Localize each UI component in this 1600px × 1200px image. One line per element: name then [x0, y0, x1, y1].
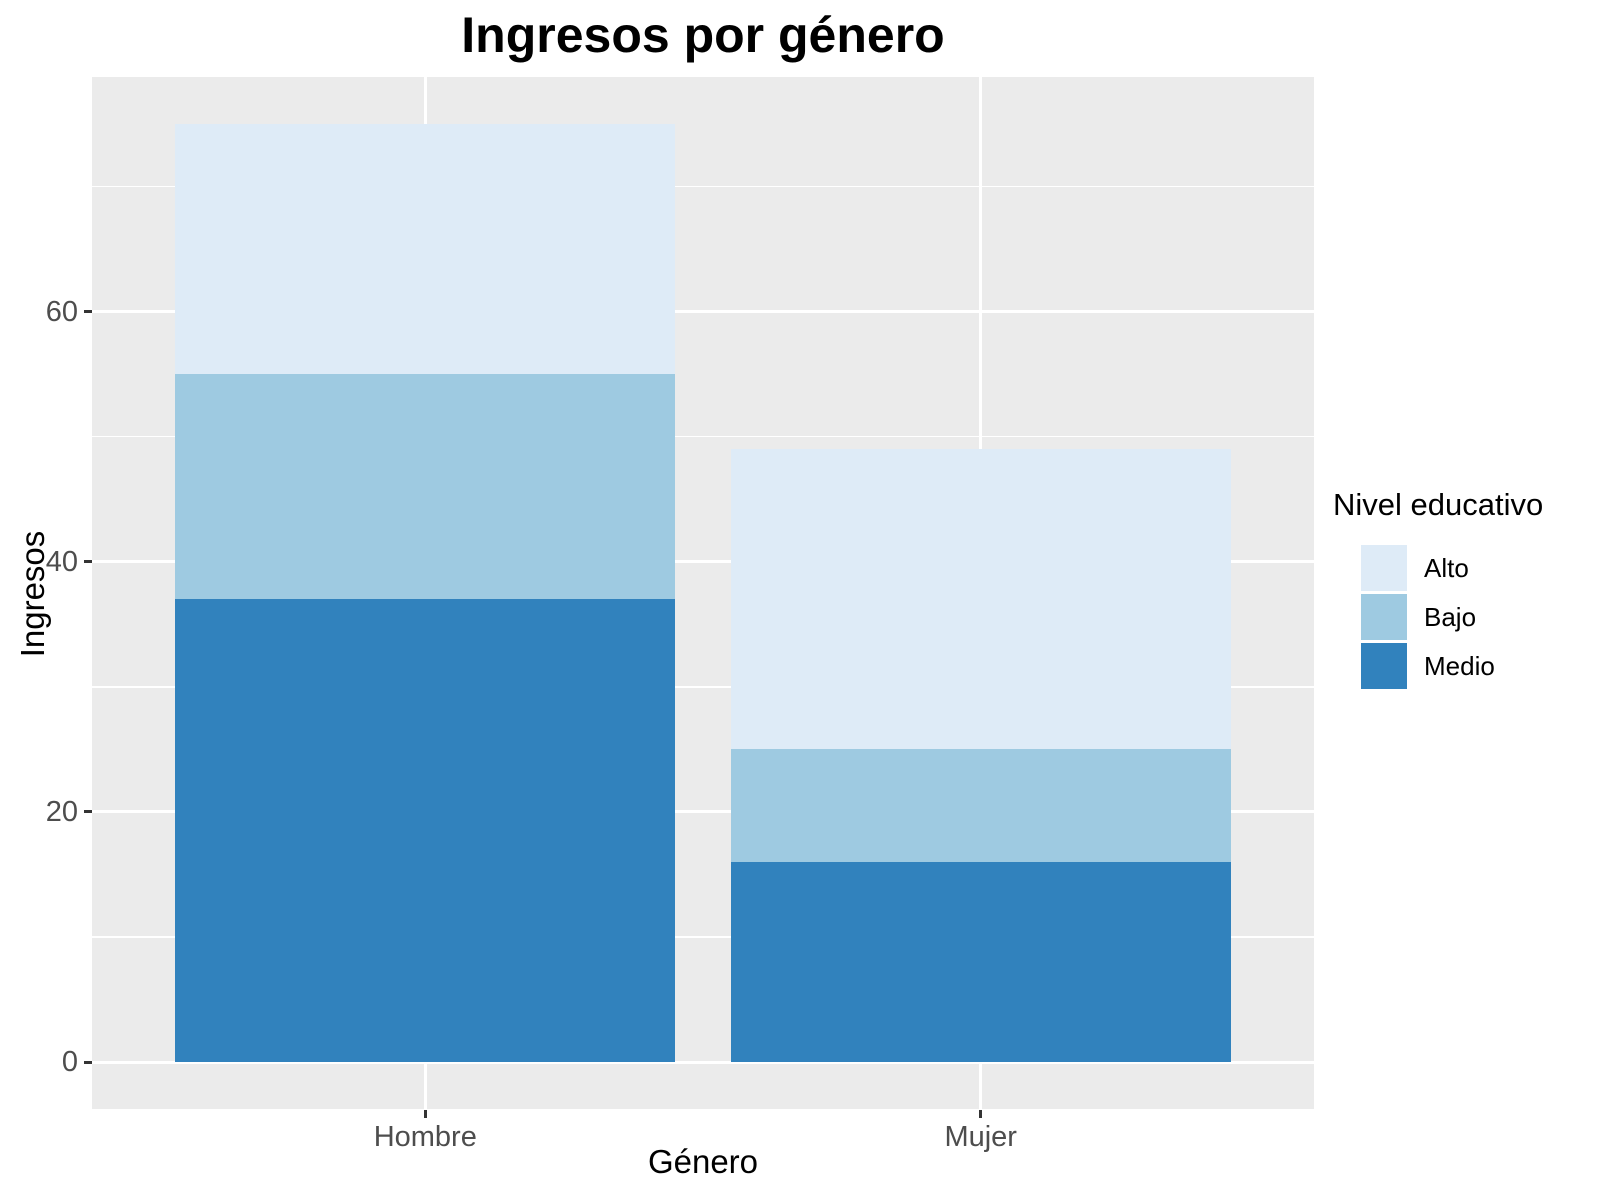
legend-item-bajo: Bajo: [1361, 594, 1543, 640]
gridline-minor-y-50: [92, 435, 1314, 438]
y-tick-label-20: 20: [45, 795, 78, 828]
legend-item-alto: Alto: [1361, 545, 1543, 591]
x-tick-label-mujer: Mujer: [944, 1121, 1017, 1153]
legend-title: Nivel educativo: [1333, 487, 1544, 522]
gridline-major-y-20: [92, 810, 1314, 814]
bar-hombre-medio: [175, 599, 676, 1063]
bar-mujer-alto: [730, 449, 1231, 750]
bar-hombre-alto: [175, 123, 676, 375]
gridline-minor-y-70: [92, 185, 1314, 188]
chart-title: Ingresos por género: [461, 7, 945, 63]
x-tick-label-hombre: Hombre: [373, 1121, 477, 1153]
legend-swatch-bajo-icon: [1361, 594, 1407, 640]
bar-mujer-bajo: [730, 749, 1231, 862]
gridline-major-y-40: [92, 560, 1314, 564]
y-axis-title: Ingresos: [14, 530, 51, 658]
y-tick-mark-40: [84, 560, 92, 564]
x-axis-title: Género: [647, 1143, 759, 1180]
legend-label-alto: Alto: [1424, 552, 1469, 583]
legend-label-medio: Medio: [1424, 650, 1495, 681]
gridline-major-y-60: [92, 310, 1314, 314]
plot-panel: [92, 77, 1314, 1109]
gridline-major-y-0: [92, 1060, 1314, 1064]
gridline-minor-y-30: [92, 686, 1314, 688]
y-tick-mark-20: [84, 810, 92, 814]
y-tick-mark-0: [84, 1060, 92, 1064]
legend-swatch-alto-icon: [1361, 545, 1407, 591]
x-tick-mark-hombre: [423, 1110, 427, 1118]
legend-item-medio: Medio: [1361, 643, 1543, 689]
legend-swatch-medio-icon: [1361, 643, 1407, 689]
y-tick-label-40: 40: [45, 545, 78, 578]
gridline-minor-y-10: [92, 936, 1314, 938]
legend: Nivel educativo Alto Bajo Medio: [1333, 487, 1543, 692]
bar-hombre-bajo: [175, 374, 676, 600]
legend-items: Alto Bajo Medio: [1333, 545, 1543, 689]
y-tick-label-60: 60: [45, 295, 78, 328]
y-tick-mark-60: [84, 310, 92, 314]
y-tick-label-0: 0: [61, 1046, 78, 1079]
legend-label-bajo: Bajo: [1424, 601, 1477, 632]
x-tick-mark-mujer: [979, 1110, 983, 1118]
bar-mujer-medio: [730, 861, 1231, 1063]
